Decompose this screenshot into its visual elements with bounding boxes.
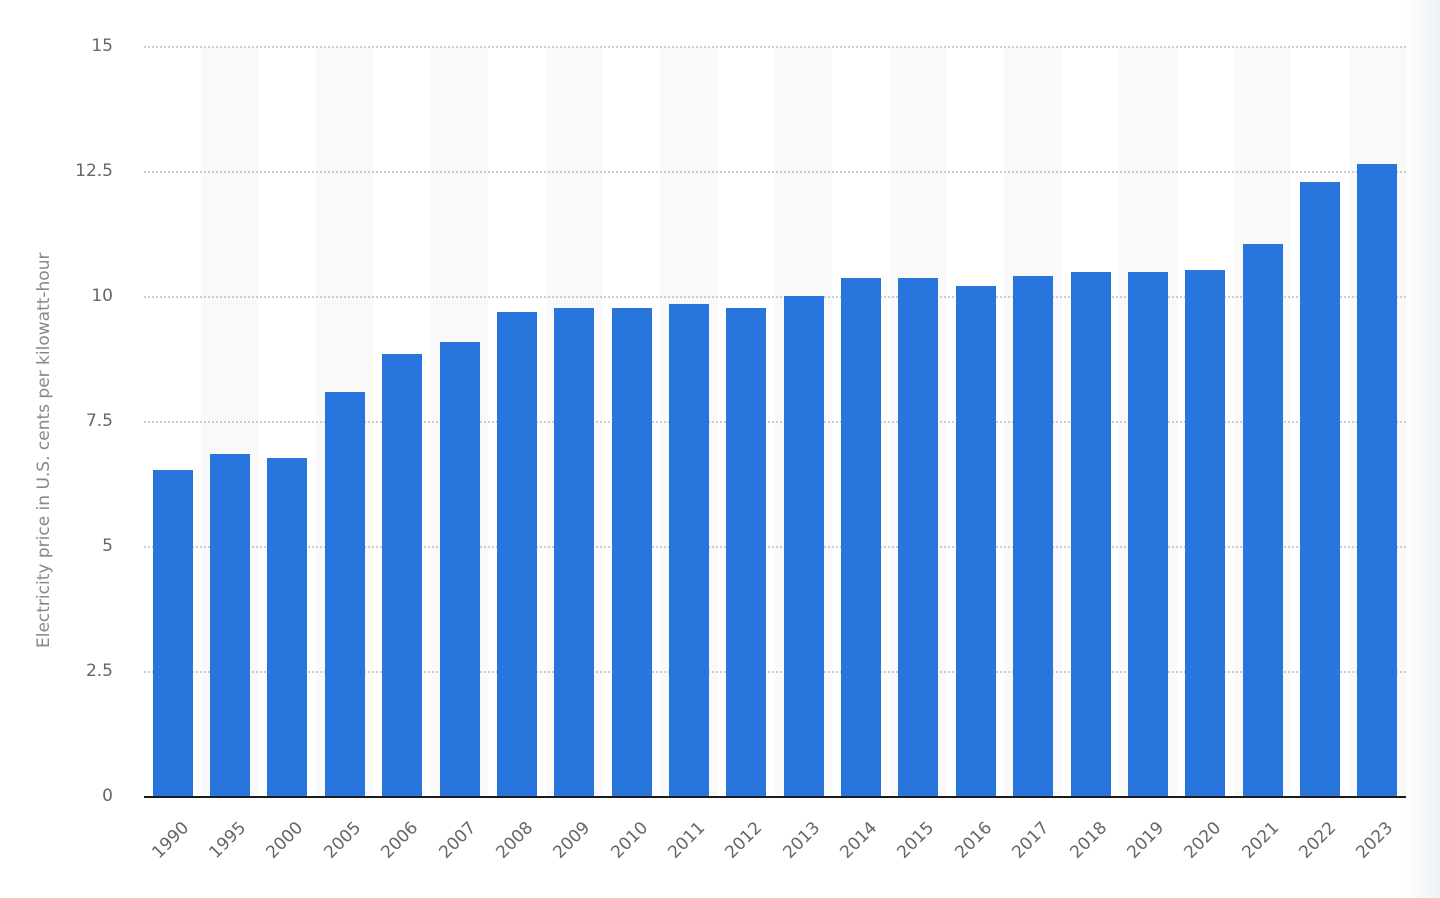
- x-tick-label: 2016: [951, 818, 996, 863]
- bar-2008[interactable]: [496, 312, 537, 797]
- x-tick-label: 2015: [893, 818, 939, 863]
- gridline: [144, 171, 1406, 173]
- bar-2013[interactable]: [783, 296, 824, 797]
- gridline: [144, 296, 1406, 298]
- x-tick-label: 2022: [1295, 818, 1341, 863]
- bar-1995[interactable]: [210, 454, 251, 797]
- x-tick-label: 2021: [1237, 818, 1283, 863]
- bar-2019[interactable]: [1127, 272, 1168, 797]
- x-tick-label: 2013: [779, 818, 824, 863]
- x-tick-label: 2011: [664, 818, 710, 863]
- x-tick-label: 2008: [492, 818, 538, 863]
- bar-2012[interactable]: [726, 308, 767, 797]
- bar-2016[interactable]: [955, 286, 996, 797]
- x-tick-label: 2006: [377, 818, 423, 863]
- y-tick-label: 15: [91, 36, 113, 56]
- gridline: [144, 671, 1406, 673]
- x-tick-label: 2023: [1352, 818, 1398, 863]
- bar-2011[interactable]: [668, 304, 709, 797]
- bar-2009[interactable]: [554, 308, 595, 797]
- x-tick-label: 2017: [1008, 818, 1054, 863]
- gridline: [144, 421, 1406, 423]
- y-tick-label: 2.5: [85, 661, 113, 681]
- x-tick-label: 2010: [606, 818, 652, 863]
- y-tick-label: 10: [91, 286, 113, 306]
- bar-2006[interactable]: [382, 354, 423, 797]
- x-tick-label: 2000: [262, 818, 308, 863]
- bar-2007[interactable]: [439, 342, 480, 797]
- bar-2023[interactable]: [1357, 164, 1398, 797]
- x-axis-line: [144, 796, 1406, 798]
- gridline: [144, 546, 1406, 548]
- edge-shade: [1404, 0, 1440, 898]
- x-tick-label: 1990: [148, 818, 193, 863]
- bar-2015[interactable]: [898, 278, 939, 797]
- x-tick-label: 2020: [1180, 818, 1226, 863]
- x-tick-label: 2005: [320, 818, 365, 863]
- x-tick-label: 2007: [434, 818, 480, 863]
- bar-2020[interactable]: [1185, 270, 1226, 797]
- x-tick-label: 2014: [836, 818, 882, 863]
- y-tick-label: 12.5: [75, 161, 113, 181]
- y-tick-label: 0: [102, 786, 113, 806]
- gridline: [144, 46, 1406, 48]
- bar-2021[interactable]: [1242, 244, 1283, 797]
- bar-2017[interactable]: [1013, 276, 1054, 797]
- bar-2022[interactable]: [1299, 182, 1340, 797]
- bar-2014[interactable]: [841, 278, 882, 797]
- bar-2000[interactable]: [267, 458, 308, 797]
- x-tick-label: 2019: [1123, 818, 1169, 863]
- x-tick-label: 2018: [1065, 818, 1111, 863]
- y-tick-label: 7.5: [85, 411, 113, 431]
- bar-1990[interactable]: [152, 470, 193, 797]
- y-axis-label: Electricity price in U.S. cents per kilo…: [34, 252, 54, 648]
- x-tick-label: 2009: [549, 818, 595, 863]
- x-tick-label: 2012: [721, 818, 767, 863]
- bar-2010[interactable]: [611, 308, 652, 797]
- x-tick-label: 1995: [205, 818, 251, 863]
- bar-2005[interactable]: [324, 392, 365, 797]
- bar-2018[interactable]: [1070, 272, 1111, 797]
- y-tick-label: 5: [102, 536, 113, 556]
